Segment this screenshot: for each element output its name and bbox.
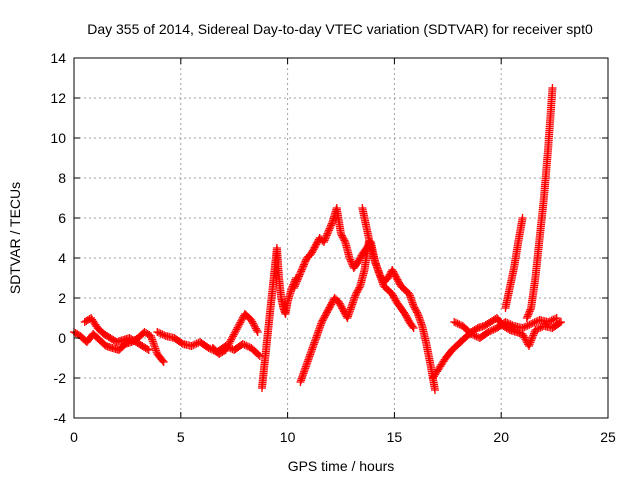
y-tick-label: 8 bbox=[58, 170, 66, 186]
x-tick-label: 25 bbox=[600, 429, 616, 445]
x-tick-label: 20 bbox=[493, 429, 509, 445]
y-tick-label: -2 bbox=[54, 370, 67, 386]
plot-frame bbox=[73, 57, 609, 419]
y-tick-label: 10 bbox=[50, 130, 66, 146]
x-tick-label: 15 bbox=[387, 429, 403, 445]
series-arc-4 bbox=[208, 310, 262, 358]
y-tick-label: 4 bbox=[58, 250, 66, 266]
series-arc-2 bbox=[80, 314, 153, 354]
series-arc-1 bbox=[70, 328, 168, 366]
x-tick-label: 5 bbox=[177, 429, 185, 445]
y-tick-label: 14 bbox=[50, 50, 66, 66]
y-tick-label: -4 bbox=[54, 410, 67, 426]
y-tick-label: 6 bbox=[58, 210, 66, 226]
x-tick-label: 0 bbox=[70, 429, 78, 445]
series-arc-8 bbox=[358, 204, 418, 332]
series-arc-9 bbox=[428, 314, 566, 382]
series-arc-10 bbox=[450, 314, 561, 342]
x-axis-label: GPS time / hours bbox=[288, 458, 395, 474]
x-tick-label: 10 bbox=[280, 429, 296, 445]
series-arc-3 bbox=[153, 328, 264, 360]
y-tick-label: 12 bbox=[50, 90, 66, 106]
tick-labels: 0 5 10 15 20 25 -4 -2 0 2 4 6 8 10 12 14 bbox=[50, 50, 616, 445]
y-tick-label: 2 bbox=[58, 290, 66, 306]
series-arc-11 bbox=[501, 214, 527, 312]
y-axis-label: SDTVAR / TECUs bbox=[7, 182, 23, 294]
series-arc-12 bbox=[522, 84, 557, 322]
chart-title: Day 355 of 2014, Sidereal Day-to-day VTE… bbox=[87, 21, 593, 37]
series-arc-7 bbox=[296, 238, 373, 386]
axis-ticks bbox=[73, 57, 609, 419]
y-tick-label: 0 bbox=[58, 330, 66, 346]
data-points bbox=[70, 84, 566, 394]
